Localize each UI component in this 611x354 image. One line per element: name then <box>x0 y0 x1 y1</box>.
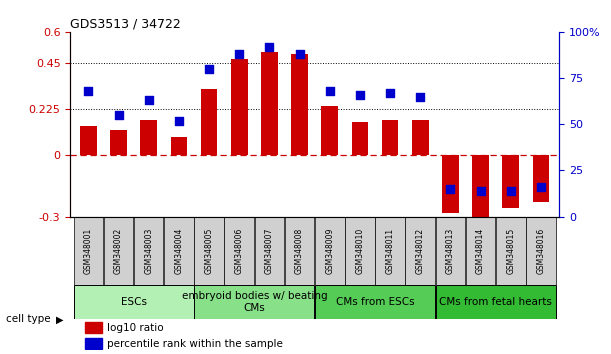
Bar <box>285 217 315 285</box>
Text: CMs from fetal hearts: CMs from fetal hearts <box>439 297 552 307</box>
Bar <box>412 120 428 155</box>
Bar <box>375 217 405 285</box>
Bar <box>231 58 247 155</box>
Text: GSM348002: GSM348002 <box>114 228 123 274</box>
Text: GSM348005: GSM348005 <box>205 228 214 274</box>
Bar <box>351 122 368 155</box>
Point <box>325 88 335 94</box>
Text: GSM348013: GSM348013 <box>446 228 455 274</box>
Text: GSM348015: GSM348015 <box>507 228 515 274</box>
Bar <box>73 285 194 319</box>
Bar <box>194 285 315 319</box>
Bar <box>315 285 435 319</box>
Bar <box>382 120 398 155</box>
Bar <box>496 217 525 285</box>
Text: ESCs: ESCs <box>120 297 147 307</box>
Text: cell type: cell type <box>6 314 51 324</box>
Bar <box>436 217 465 285</box>
Bar <box>194 217 224 285</box>
Text: GSM348004: GSM348004 <box>174 228 183 274</box>
Bar <box>442 155 459 213</box>
Text: GDS3513 / 34722: GDS3513 / 34722 <box>70 18 181 31</box>
Text: embryoid bodies w/ beating
CMs: embryoid bodies w/ beating CMs <box>181 291 327 313</box>
Bar <box>533 155 549 202</box>
Point <box>295 51 304 57</box>
Bar <box>110 130 127 155</box>
Point <box>84 88 93 94</box>
Bar <box>85 338 102 349</box>
Text: log10 ratio: log10 ratio <box>107 323 164 333</box>
Bar <box>502 155 519 209</box>
Bar <box>436 285 556 319</box>
Text: GSM348006: GSM348006 <box>235 228 244 274</box>
Bar <box>315 217 345 285</box>
Point <box>174 118 184 124</box>
Bar <box>141 120 157 155</box>
Bar <box>321 106 338 155</box>
Bar <box>73 217 103 285</box>
Text: GSM348003: GSM348003 <box>144 228 153 274</box>
Bar <box>80 126 97 155</box>
Point <box>265 44 274 50</box>
Point <box>355 92 365 98</box>
Point <box>144 97 153 103</box>
Bar <box>345 217 375 285</box>
Point <box>476 188 486 194</box>
Bar <box>224 217 254 285</box>
Text: CMs from ESCs: CMs from ESCs <box>335 297 414 307</box>
Bar <box>170 137 187 155</box>
Point <box>385 90 395 96</box>
Bar <box>406 217 435 285</box>
Text: GSM348016: GSM348016 <box>536 228 546 274</box>
Point <box>506 188 516 194</box>
Text: ▶: ▶ <box>56 314 64 324</box>
Bar <box>291 55 308 155</box>
Text: GSM348014: GSM348014 <box>476 228 485 274</box>
Point <box>204 66 214 72</box>
Bar <box>526 217 556 285</box>
Bar <box>466 217 496 285</box>
Point <box>415 94 425 99</box>
Text: percentile rank within the sample: percentile rank within the sample <box>107 338 283 348</box>
Bar <box>164 217 194 285</box>
Bar <box>104 217 133 285</box>
Text: GSM348008: GSM348008 <box>295 228 304 274</box>
Point <box>536 184 546 190</box>
Text: GSM348011: GSM348011 <box>386 228 395 274</box>
Point <box>445 186 455 192</box>
Text: GSM348009: GSM348009 <box>325 228 334 274</box>
Text: GSM348010: GSM348010 <box>356 228 364 274</box>
Text: GSM348012: GSM348012 <box>415 228 425 274</box>
Point <box>235 51 244 57</box>
Bar <box>261 52 278 155</box>
Bar <box>472 155 489 221</box>
Point <box>114 112 123 118</box>
Bar <box>201 89 218 155</box>
Text: GSM348001: GSM348001 <box>84 228 93 274</box>
Bar <box>85 322 102 333</box>
Bar <box>134 217 164 285</box>
Text: GSM348007: GSM348007 <box>265 228 274 274</box>
Bar <box>255 217 284 285</box>
